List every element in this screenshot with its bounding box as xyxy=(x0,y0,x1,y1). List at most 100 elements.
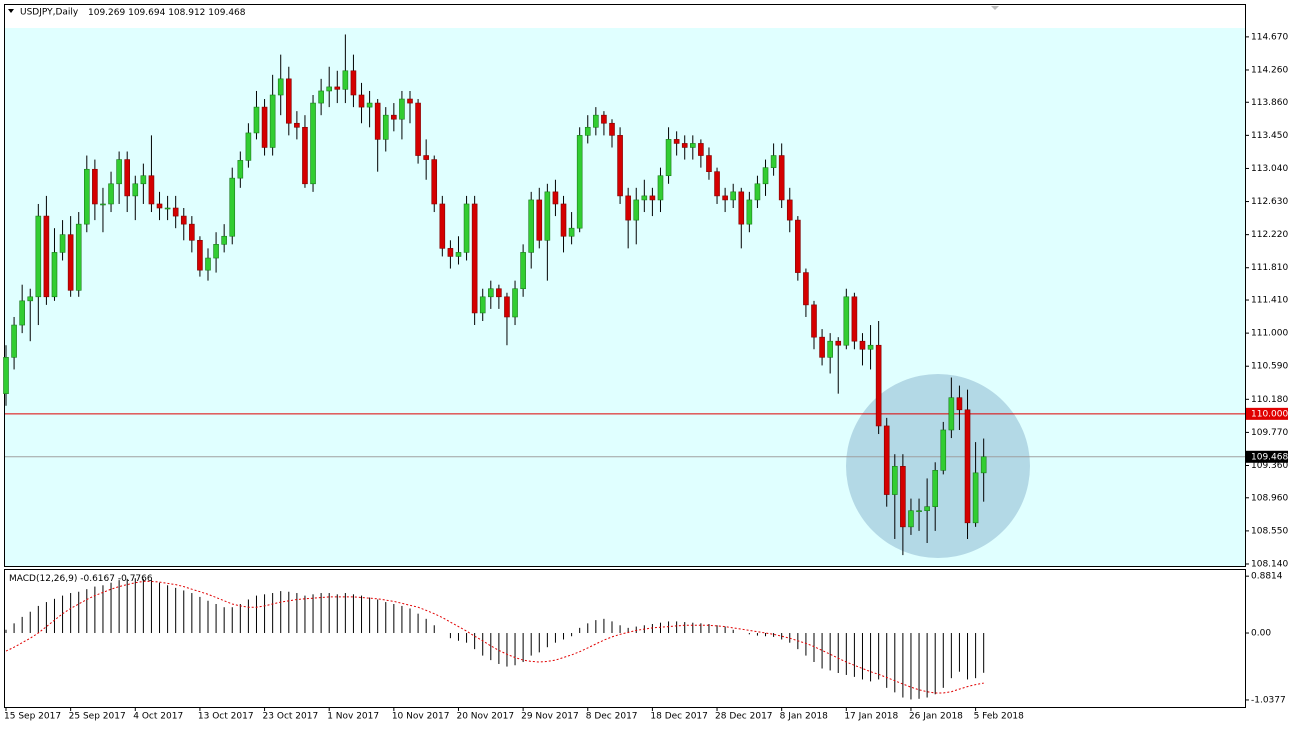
x-tick-label: 8 Jan 2018 xyxy=(780,712,828,722)
candle-body xyxy=(269,94,276,148)
y-tick-label: 108.960 xyxy=(1251,493,1288,503)
menu-arrow[interactable] xyxy=(8,9,14,13)
macd-title: MACD(12,26,9) xyxy=(9,574,77,584)
candle-body xyxy=(391,114,397,120)
x-tick-label: 25 Sep 2017 xyxy=(69,712,126,722)
candle-body xyxy=(116,159,122,185)
candle-body xyxy=(318,90,324,104)
candle-body xyxy=(75,223,82,291)
candle-body xyxy=(197,239,203,271)
candle-body xyxy=(132,183,139,197)
y-tick-label: 0.8814 xyxy=(1251,572,1283,582)
candle-body xyxy=(673,139,680,144)
current-price-tag xyxy=(1246,450,1288,463)
candle-body xyxy=(891,466,898,495)
candle-body xyxy=(762,167,769,185)
close-readout: 109.468 xyxy=(208,8,245,18)
candle-body xyxy=(229,177,236,237)
candle-body xyxy=(552,191,559,205)
highlight-circle xyxy=(846,374,1030,558)
candle-body xyxy=(795,219,801,273)
x-tick-label: 20 Nov 2017 xyxy=(456,712,514,722)
x-tick-label: 8 Dec 2017 xyxy=(586,712,638,722)
level-tag xyxy=(1246,407,1288,420)
x-tick-label: 18 Dec 2017 xyxy=(650,712,708,722)
candle-body xyxy=(350,70,357,96)
macd-readout: MACD(12,26,9) -0.6167 -0.7766 xyxy=(9,574,153,584)
current-price-label: 109.468 xyxy=(1251,452,1288,462)
shift-marker xyxy=(991,6,999,10)
candle-body xyxy=(439,203,446,249)
candle-body xyxy=(827,340,833,358)
candle-body xyxy=(778,155,785,201)
candle-body xyxy=(584,126,591,136)
candle-body xyxy=(924,506,930,512)
candle-body xyxy=(754,183,761,201)
ohlc-readout: 109.269 109.694 108.912 109.468 xyxy=(88,8,246,18)
candle-body xyxy=(786,199,793,221)
candle-body xyxy=(294,122,300,128)
candle-body xyxy=(625,195,631,221)
y-tick-label: 110.180 xyxy=(1251,395,1288,405)
candle-body xyxy=(237,160,244,179)
candle-body xyxy=(285,78,292,124)
candle-body xyxy=(803,272,809,306)
candle-body xyxy=(11,324,17,358)
candle-body xyxy=(326,86,333,92)
y-tick-label: 113.040 xyxy=(1251,164,1288,174)
candle-body xyxy=(593,114,599,128)
candle-body xyxy=(358,94,365,108)
candle-body xyxy=(681,143,688,148)
y-tick-label: 111.810 xyxy=(1251,263,1288,273)
candle-body xyxy=(770,155,777,168)
x-tick-label: 26 Jan 2018 xyxy=(909,712,963,722)
candle-body xyxy=(528,199,535,253)
candle-body xyxy=(956,397,963,411)
candle-body xyxy=(172,207,179,217)
candle-body xyxy=(916,510,922,513)
candle-body xyxy=(972,472,979,524)
candle-body xyxy=(851,296,858,342)
candle-body xyxy=(479,296,486,314)
low-readout: 108.912 xyxy=(168,8,205,18)
y-tick-label: 112.220 xyxy=(1251,230,1288,240)
candle-body xyxy=(471,203,478,314)
candle-body xyxy=(84,168,90,225)
signal-line xyxy=(5,580,984,694)
y-tick-label: 109.770 xyxy=(1251,428,1288,438)
candle-body xyxy=(124,159,130,197)
candle-body xyxy=(908,510,914,528)
x-tick-label: 5 Feb 2018 xyxy=(974,712,1025,722)
candle-body xyxy=(213,244,219,259)
candle-body xyxy=(698,143,704,156)
y-tick-label: 114.670 xyxy=(1251,32,1288,42)
candle-body xyxy=(819,336,825,358)
candle-body xyxy=(859,340,866,350)
candle-body xyxy=(940,429,947,471)
candle-body xyxy=(423,155,429,160)
candle-body xyxy=(867,344,874,350)
candle-body xyxy=(689,143,696,148)
candle-body xyxy=(964,409,971,524)
candle-body xyxy=(253,106,260,134)
candle-body xyxy=(415,102,421,156)
macd-value: -0.6167 xyxy=(80,574,115,584)
candle-body xyxy=(245,132,252,161)
candle-body xyxy=(156,203,163,209)
candle-body xyxy=(883,425,890,495)
candle-body xyxy=(714,171,720,197)
candle-body xyxy=(447,248,454,257)
y-tick-label: 0.00 xyxy=(1251,629,1271,639)
x-tick-label: 29 Nov 2017 xyxy=(521,712,579,722)
y-tick-label: 112.630 xyxy=(1251,197,1288,207)
main-frame xyxy=(4,4,1246,567)
candle-body xyxy=(164,207,171,210)
candle-body xyxy=(843,296,850,346)
candle-body xyxy=(730,191,737,201)
candle-body xyxy=(148,175,155,205)
candle-body xyxy=(617,135,623,197)
candle-body xyxy=(576,135,583,229)
candle-body xyxy=(51,252,58,298)
candle-body xyxy=(205,257,211,271)
